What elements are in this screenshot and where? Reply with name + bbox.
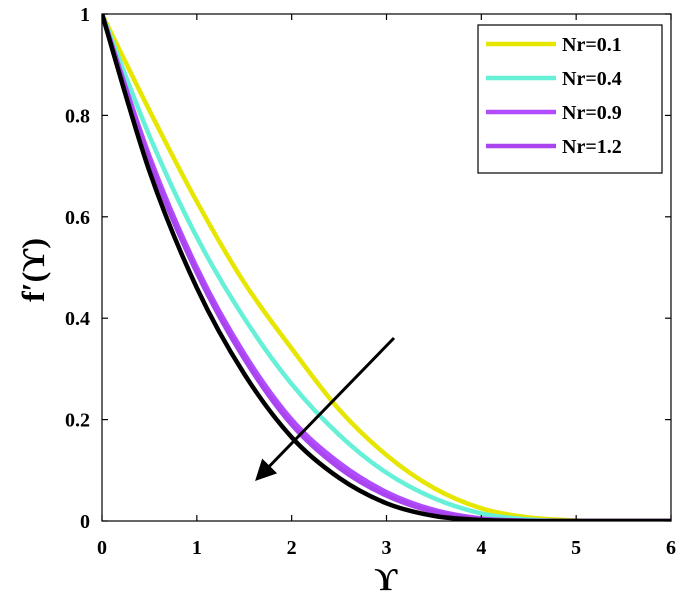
y-axis-label: f′(ϒ) xyxy=(15,238,51,302)
legend-label: Nr=0.9 xyxy=(562,102,622,124)
trend-arrow xyxy=(255,336,396,482)
x-tick-label: 2 xyxy=(287,537,297,559)
y-tick-label: 1 xyxy=(80,4,90,26)
legend-label: Nr=1.2 xyxy=(562,136,622,158)
legend: Nr=0.1 Nr=0.4 Nr=0.9 Nr=1.2 xyxy=(477,24,663,174)
y-tick-label: 0.8 xyxy=(65,105,90,127)
x-tick-label: 1 xyxy=(192,537,202,559)
legend-label: Nr=0.1 xyxy=(562,34,622,56)
y-tick-label: 0.2 xyxy=(65,410,90,432)
ticks-layer: 0 1 2 3 4 5 6 0 0.2 0.4 0.6 0.8 1 xyxy=(65,4,676,559)
x-tick-label: 3 xyxy=(382,537,392,559)
series-line-4 xyxy=(102,14,671,521)
x-tick-label: 4 xyxy=(476,537,486,559)
y-tick-label: 0 xyxy=(80,511,90,533)
x-tick-label: 0 xyxy=(97,537,107,559)
x-axis-label: ϒ xyxy=(374,561,398,597)
y-tick-label: 0.4 xyxy=(65,308,90,330)
legend-box xyxy=(477,24,663,174)
x-tick-label: 5 xyxy=(571,537,581,559)
x-tick-label: 6 xyxy=(666,537,676,559)
legend-label: Nr=0.4 xyxy=(562,68,622,90)
legend-items: Nr=0.1 Nr=0.4 Nr=0.9 Nr=1.2 xyxy=(486,34,622,158)
y-tick-label: 0.6 xyxy=(65,207,90,229)
